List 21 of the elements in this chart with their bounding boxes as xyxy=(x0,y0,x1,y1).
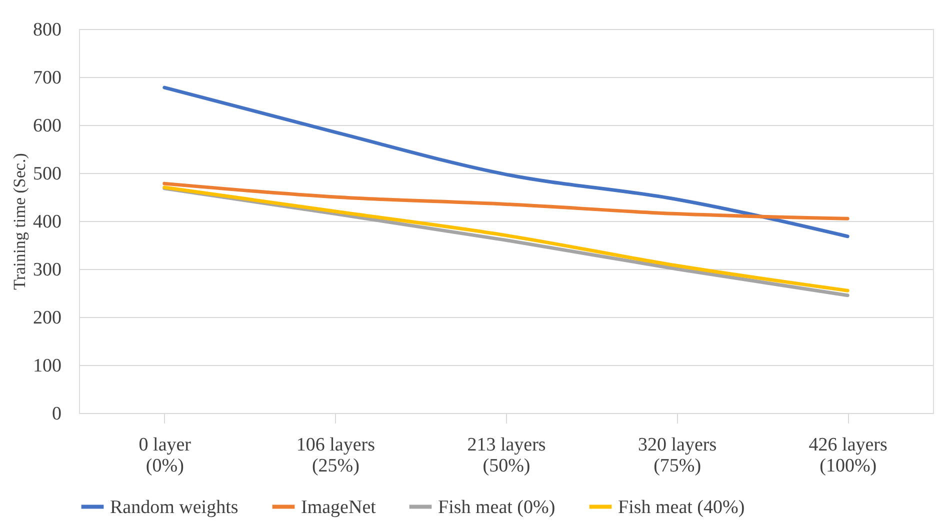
y-tick-label: 300 xyxy=(33,260,62,280)
x-tick-label: 213 layers (50%) xyxy=(467,434,546,476)
y-tick-label: 400 xyxy=(33,212,62,232)
y-axis-title: Training time (Sec.) xyxy=(10,153,29,290)
line-series xyxy=(162,86,850,238)
x-tick-label: 426 layers (100%) xyxy=(808,434,888,476)
y-tick-label: 500 xyxy=(33,164,62,184)
y-tick-label: 800 xyxy=(33,20,62,40)
legend-label: Fish meat (0%) xyxy=(438,496,556,518)
x-tick-label: 320 layers (75%) xyxy=(638,434,717,476)
x-tick-label: 0 layer (0%) xyxy=(138,434,192,476)
y-tick-label: 200 xyxy=(33,308,62,328)
legend-label: Random weights xyxy=(110,496,238,518)
legend-label: ImageNet xyxy=(301,496,377,518)
legend-label: Fish meat (40%) xyxy=(618,496,745,518)
y-tick-label: 600 xyxy=(33,116,62,136)
y-tick-label: 700 xyxy=(33,68,62,88)
line-series xyxy=(162,182,850,220)
x-tick-label: 106 layers (25%) xyxy=(296,434,376,476)
y-tick-label: 100 xyxy=(33,356,62,376)
y-tick-label: 0 xyxy=(52,404,62,424)
